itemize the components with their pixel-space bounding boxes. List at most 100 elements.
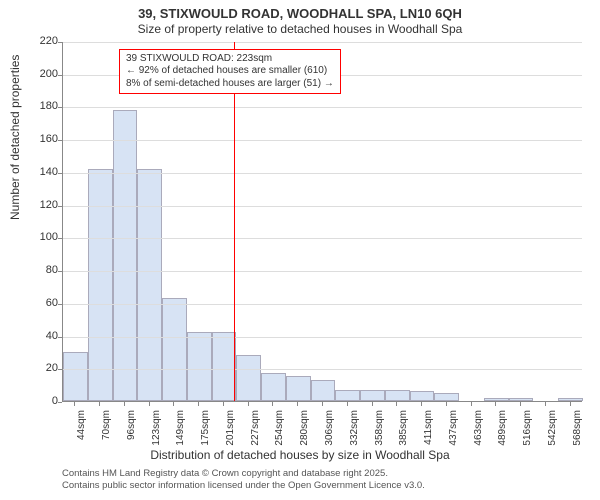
y-tick-mark [58, 173, 62, 174]
histogram-bar [385, 390, 410, 401]
histogram-bar [113, 110, 138, 401]
x-tick-mark [495, 402, 496, 406]
x-tick-mark [471, 402, 472, 406]
y-tick-label: 80 [18, 264, 58, 276]
x-tick-mark [173, 402, 174, 406]
annotation-box: 39 STIXWOULD ROAD: 223sqm← 92% of detach… [119, 49, 341, 95]
x-tick-mark [223, 402, 224, 406]
annotation-line2: ← 92% of detached houses are smaller (61… [126, 65, 334, 78]
x-tick-label: 306sqm [324, 410, 335, 450]
x-tick-label: 227sqm [250, 410, 261, 450]
x-tick-mark [149, 402, 150, 406]
gridline [63, 107, 582, 108]
histogram-bar [360, 390, 385, 401]
x-tick-label: 149sqm [175, 410, 186, 450]
x-tick-label: 280sqm [299, 410, 310, 450]
gridline [63, 42, 582, 43]
y-tick-label: 20 [18, 362, 58, 374]
x-tick-mark [99, 402, 100, 406]
y-tick-mark [58, 107, 62, 108]
x-tick-mark [297, 402, 298, 406]
x-tick-label: 463sqm [473, 410, 484, 450]
x-tick-mark [570, 402, 571, 406]
y-tick-mark [58, 140, 62, 141]
x-tick-mark [248, 402, 249, 406]
histogram-bar [509, 398, 534, 401]
x-tick-mark [545, 402, 546, 406]
histogram-bar [434, 393, 459, 401]
marker-line [234, 42, 235, 401]
gridline [63, 271, 582, 272]
x-tick-label: 385sqm [398, 410, 409, 450]
histogram-bar [63, 352, 88, 401]
histogram-bar [236, 355, 261, 401]
histogram-bar [558, 398, 583, 401]
y-tick-label: 60 [18, 297, 58, 309]
y-tick-mark [58, 402, 62, 403]
histogram-bar [484, 398, 509, 401]
x-tick-mark [272, 402, 273, 406]
x-tick-label: 96sqm [126, 410, 137, 450]
gridline [63, 304, 582, 305]
footer: Contains HM Land Registry data © Crown c… [62, 468, 582, 492]
x-tick-label: 437sqm [448, 410, 459, 450]
histogram-bar [311, 380, 336, 401]
histogram-bar [88, 169, 113, 401]
footer-line1: Contains HM Land Registry data © Crown c… [62, 468, 582, 480]
y-tick-label: 200 [18, 68, 58, 80]
histogram-bar [162, 298, 187, 401]
gridline [63, 173, 582, 174]
y-tick-mark [58, 238, 62, 239]
x-tick-mark [347, 402, 348, 406]
x-tick-label: 70sqm [101, 410, 112, 450]
annotation-line1: 39 STIXWOULD ROAD: 223sqm [126, 53, 334, 66]
y-tick-label: 0 [18, 395, 58, 407]
x-tick-label: 175sqm [200, 410, 211, 450]
x-tick-label: 542sqm [547, 410, 558, 450]
y-tick-mark [58, 206, 62, 207]
x-tick-mark [372, 402, 373, 406]
x-tick-label: 201sqm [225, 410, 236, 450]
histogram-bar [187, 332, 212, 401]
y-tick-mark [58, 304, 62, 305]
x-tick-label: 516sqm [522, 410, 533, 450]
x-tick-label: 489sqm [497, 410, 508, 450]
gridline [63, 206, 582, 207]
x-tick-mark [396, 402, 397, 406]
y-tick-label: 160 [18, 133, 58, 145]
bars-layer [63, 42, 582, 401]
y-tick-label: 220 [18, 35, 58, 47]
x-tick-mark [322, 402, 323, 406]
x-axis-label: Distribution of detached houses by size … [0, 448, 600, 462]
y-tick-label: 140 [18, 166, 58, 178]
y-tick-mark [58, 42, 62, 43]
title-line2: Size of property relative to detached ho… [0, 22, 600, 36]
y-tick-label: 120 [18, 199, 58, 211]
x-tick-mark [446, 402, 447, 406]
footer-line2: Contains public sector information licen… [62, 480, 582, 492]
histogram-bar [410, 391, 435, 401]
x-tick-label: 123sqm [151, 410, 162, 450]
x-tick-label: 411sqm [423, 410, 434, 450]
histogram-bar [335, 390, 360, 401]
x-tick-label: 254sqm [274, 410, 285, 450]
histogram-bar [212, 332, 237, 401]
y-tick-label: 100 [18, 231, 58, 243]
y-tick-label: 40 [18, 330, 58, 342]
title-line1: 39, STIXWOULD ROAD, WOODHALL SPA, LN10 6… [0, 6, 600, 21]
chart-container: 39, STIXWOULD ROAD, WOODHALL SPA, LN10 6… [0, 0, 600, 500]
x-tick-label: 332sqm [349, 410, 360, 450]
plot-area [62, 42, 582, 402]
x-tick-mark [421, 402, 422, 406]
gridline [63, 369, 582, 370]
y-tick-mark [58, 369, 62, 370]
annotation-line3: 8% of semi-detached houses are larger (5… [126, 78, 334, 91]
y-tick-mark [58, 337, 62, 338]
histogram-bar [137, 169, 162, 401]
x-tick-mark [74, 402, 75, 406]
y-tick-label: 180 [18, 100, 58, 112]
x-tick-mark [520, 402, 521, 406]
x-tick-label: 358sqm [374, 410, 385, 450]
histogram-bar [261, 373, 286, 401]
x-tick-mark [198, 402, 199, 406]
